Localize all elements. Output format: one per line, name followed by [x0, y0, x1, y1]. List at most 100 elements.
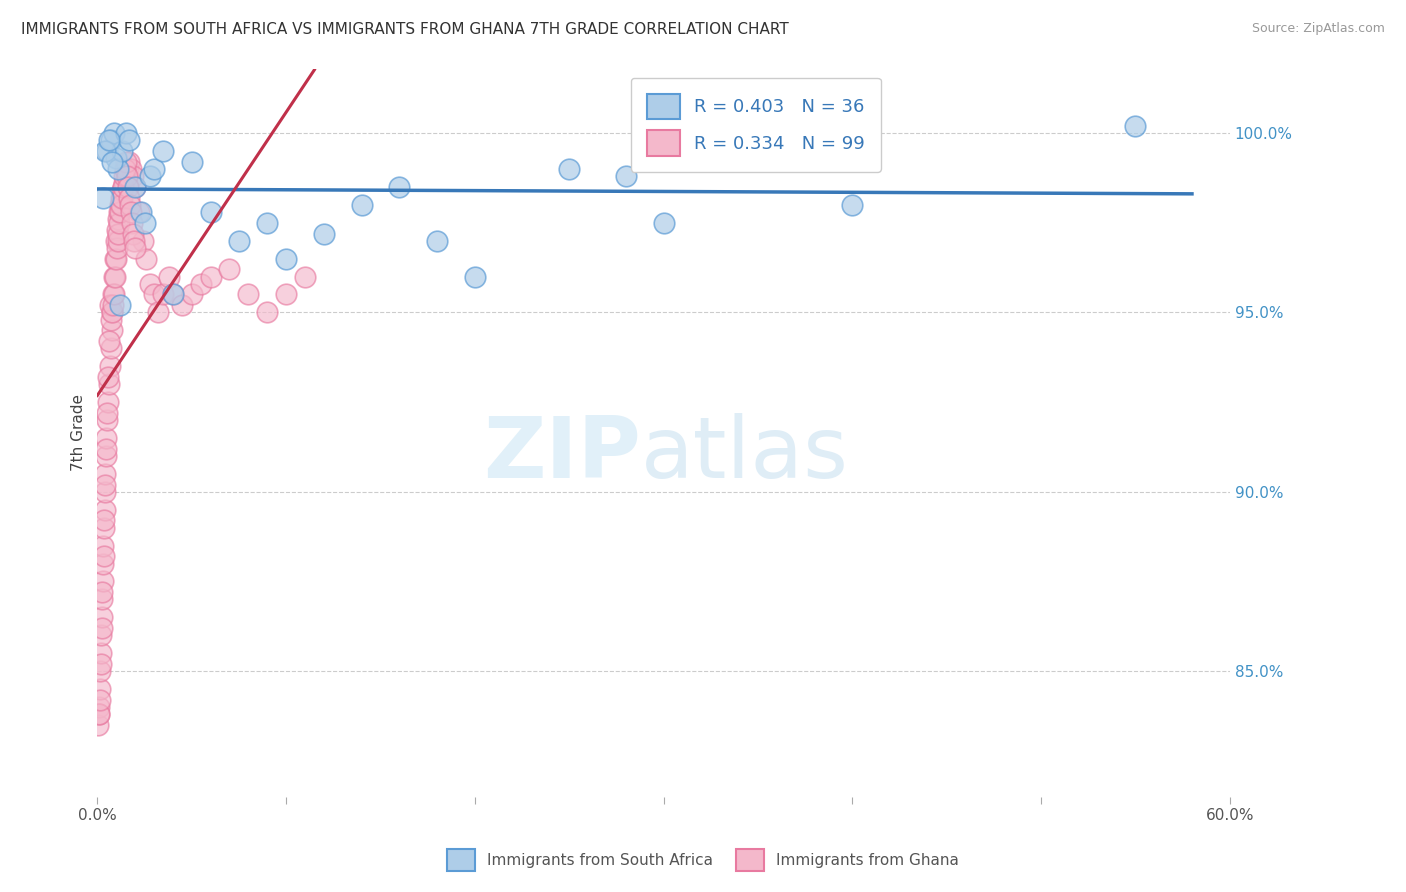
Point — [93, 549, 115, 564]
Point — [120, 205, 142, 219]
Point — [139, 169, 162, 183]
Point — [87, 707, 110, 722]
Point — [97, 370, 120, 384]
Point — [111, 184, 134, 198]
Point — [1125, 119, 1147, 133]
Point — [117, 161, 139, 176]
Point — [747, 144, 769, 158]
Point — [122, 234, 145, 248]
Point — [105, 234, 128, 248]
Legend: R = 0.403   N = 36, R = 0.334   N = 99: R = 0.403 N = 36, R = 0.334 N = 99 — [631, 78, 882, 172]
Point — [112, 169, 135, 183]
Point — [100, 312, 122, 326]
Point — [104, 252, 127, 266]
Point — [98, 298, 121, 312]
Point — [101, 305, 124, 319]
Point — [96, 406, 118, 420]
Point — [93, 521, 115, 535]
Point — [103, 126, 125, 140]
Point — [103, 287, 125, 301]
Point — [128, 205, 150, 219]
Point — [96, 431, 118, 445]
Point — [118, 198, 141, 212]
Point — [558, 161, 581, 176]
Point — [108, 198, 131, 212]
Point — [274, 287, 297, 301]
Point — [180, 287, 202, 301]
Point — [94, 449, 117, 463]
Point — [274, 252, 297, 266]
Point — [91, 574, 114, 589]
Point — [120, 161, 142, 176]
Point — [228, 234, 250, 248]
Point — [238, 287, 260, 301]
Point — [94, 484, 117, 499]
Text: Source: ZipAtlas.com: Source: ZipAtlas.com — [1251, 22, 1385, 36]
Text: IMMIGRANTS FROM SOUTH AFRICA VS IMMIGRANTS FROM GHANA 7TH GRADE CORRELATION CHAR: IMMIGRANTS FROM SOUTH AFRICA VS IMMIGRAN… — [21, 22, 789, 37]
Point — [121, 227, 143, 241]
Point — [108, 216, 131, 230]
Point — [312, 227, 335, 241]
Point — [89, 664, 111, 678]
Point — [256, 305, 278, 319]
Point — [103, 269, 125, 284]
Point — [107, 227, 129, 241]
Point — [105, 151, 128, 165]
Point — [200, 205, 222, 219]
Point — [93, 502, 115, 516]
Point — [89, 681, 111, 696]
Point — [90, 628, 112, 642]
Point — [110, 205, 132, 219]
Point — [114, 169, 136, 183]
Point — [96, 144, 118, 158]
Point — [146, 305, 169, 319]
Point — [115, 154, 138, 169]
Point — [172, 298, 194, 312]
Point — [464, 269, 486, 284]
Point — [152, 287, 174, 301]
Point — [108, 298, 131, 312]
Text: ZIP: ZIP — [484, 413, 641, 496]
Point — [190, 277, 212, 291]
Point — [121, 216, 143, 230]
Point — [256, 216, 278, 230]
Point — [100, 323, 122, 337]
Point — [94, 467, 117, 481]
Point — [101, 305, 124, 319]
Point — [93, 539, 115, 553]
Point — [139, 277, 162, 291]
Point — [105, 241, 128, 255]
Point — [90, 621, 112, 635]
Point — [104, 252, 127, 266]
Point — [112, 180, 135, 194]
Point — [614, 169, 637, 183]
Point — [94, 477, 117, 491]
Point — [101, 298, 124, 312]
Point — [294, 269, 316, 284]
Point — [107, 212, 129, 227]
Point — [124, 180, 146, 194]
Point — [180, 154, 202, 169]
Point — [350, 198, 373, 212]
Point — [97, 377, 120, 392]
Y-axis label: 7th Grade: 7th Grade — [72, 394, 86, 471]
Point — [98, 334, 121, 348]
Point — [118, 154, 141, 169]
Point — [90, 610, 112, 624]
Point — [111, 144, 134, 158]
Point — [134, 216, 156, 230]
Point — [107, 234, 129, 248]
Point — [98, 359, 121, 374]
Point — [91, 557, 114, 571]
Point — [218, 262, 240, 277]
Point — [104, 269, 127, 284]
Point — [162, 287, 184, 301]
Point — [107, 161, 129, 176]
Point — [129, 205, 152, 219]
Point — [114, 161, 136, 176]
Point — [124, 180, 146, 194]
Point — [841, 198, 863, 212]
Point — [200, 269, 222, 284]
Point — [157, 269, 180, 284]
Text: atlas: atlas — [641, 413, 849, 496]
